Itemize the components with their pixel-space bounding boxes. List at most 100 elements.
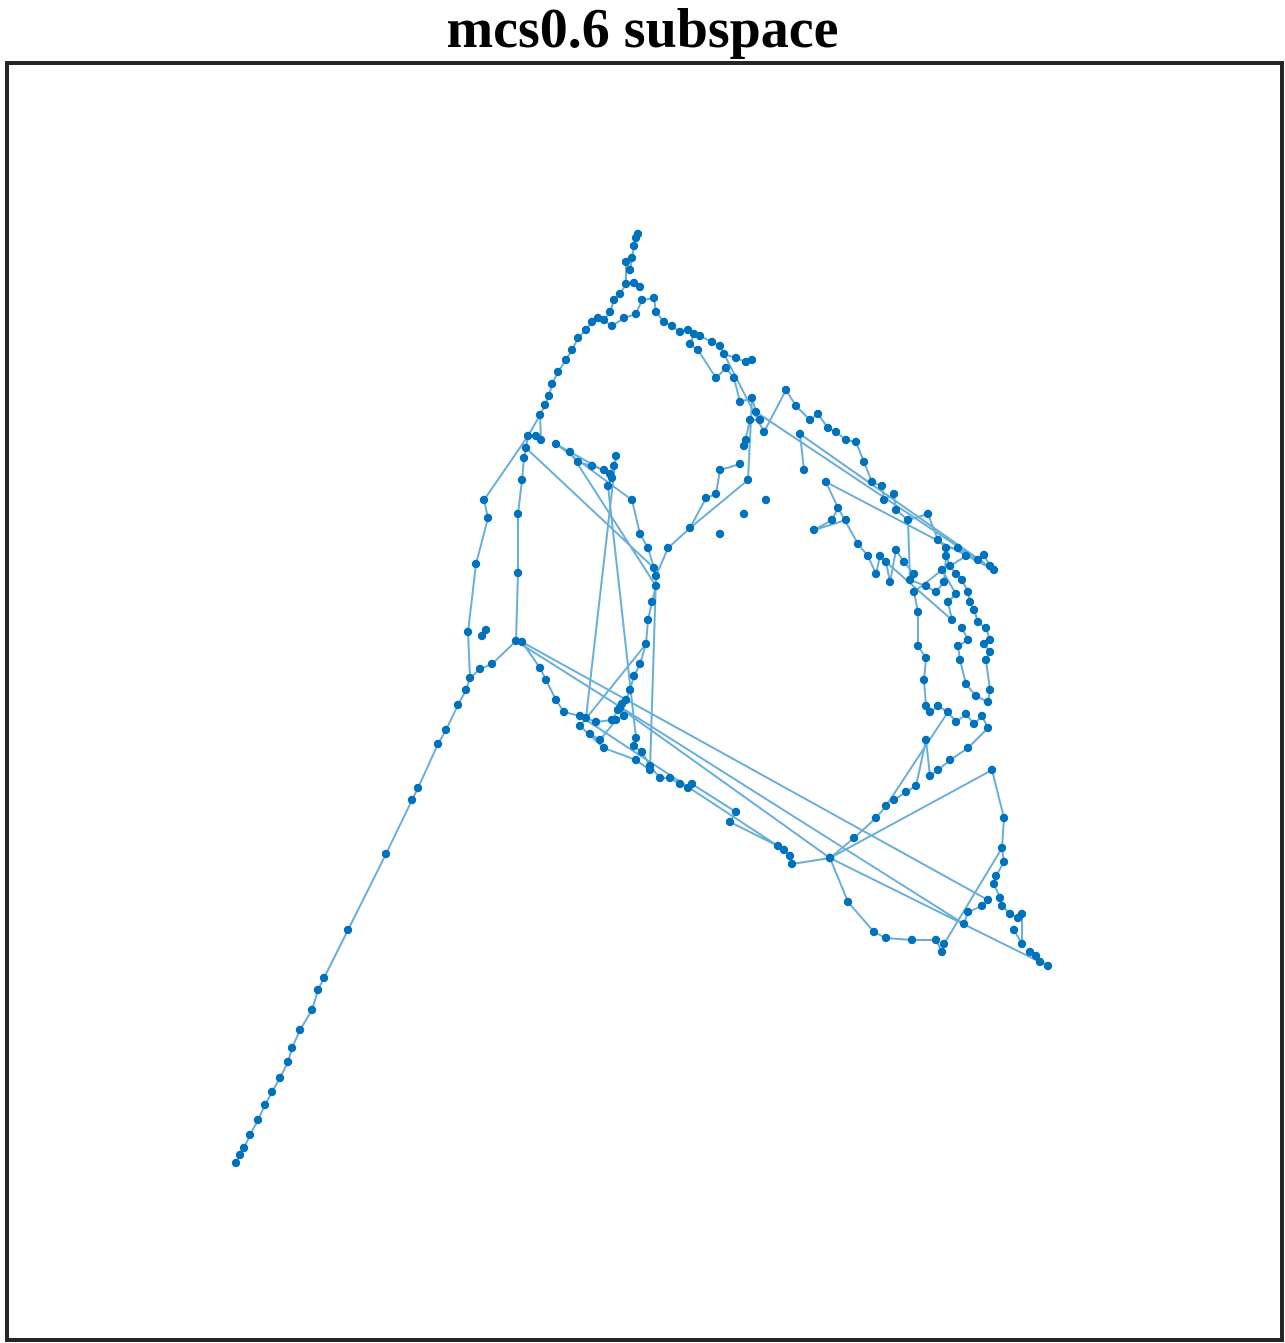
graph-edge xyxy=(603,747,637,761)
graph-node xyxy=(479,495,489,505)
graph-node xyxy=(637,295,647,305)
graph-node xyxy=(973,555,983,565)
graph-node xyxy=(619,313,629,323)
graph-edge xyxy=(691,783,737,813)
graph-nodes xyxy=(231,229,1053,1168)
graph-node xyxy=(663,543,673,553)
graph-node xyxy=(295,1025,305,1035)
graph-node xyxy=(239,1143,249,1153)
graph-node xyxy=(645,765,655,775)
graph-node xyxy=(599,315,609,325)
graph-node xyxy=(787,859,797,869)
graph-node xyxy=(997,843,1007,853)
graph-edge xyxy=(991,769,1005,819)
graph-node xyxy=(513,568,523,578)
graph-edge xyxy=(649,575,657,771)
graph-node xyxy=(891,545,901,555)
graph-edge xyxy=(521,641,989,901)
graph-node xyxy=(641,639,651,649)
graph-node xyxy=(553,367,563,377)
graph-node xyxy=(1005,909,1015,919)
graph-node xyxy=(655,773,665,783)
graph-node xyxy=(871,569,881,579)
graph-node xyxy=(513,509,523,519)
graph-node xyxy=(659,317,669,327)
graph-node xyxy=(667,321,677,331)
graph-node xyxy=(735,459,745,469)
graph-edge xyxy=(347,853,387,931)
graph-node xyxy=(461,685,471,695)
graph-node xyxy=(923,509,933,519)
graph-node xyxy=(843,897,853,907)
graph-edge xyxy=(967,727,989,749)
graph-node xyxy=(999,813,1009,823)
graph-edge xyxy=(791,857,831,865)
graph-node xyxy=(909,587,919,597)
graph-edge xyxy=(755,411,979,561)
graph-node xyxy=(675,779,685,789)
graph-node xyxy=(761,495,771,505)
graph-node xyxy=(381,849,391,859)
graph-edge xyxy=(1001,817,1005,849)
graph-node xyxy=(599,465,609,475)
graph-node xyxy=(947,615,957,625)
graph-node xyxy=(711,489,721,499)
graph-node xyxy=(905,575,915,585)
graph-node xyxy=(951,717,961,727)
graph-edge xyxy=(763,389,787,433)
graph-node xyxy=(881,801,891,811)
graph-node xyxy=(977,711,987,721)
graph-node xyxy=(877,481,887,491)
graph-node xyxy=(963,635,973,645)
graph-node xyxy=(945,561,955,571)
graph-node xyxy=(631,309,641,319)
graph-node xyxy=(625,265,635,275)
graph-node xyxy=(933,765,943,775)
graph-node xyxy=(685,339,695,349)
graph-node xyxy=(651,571,661,581)
graph-node xyxy=(863,551,873,561)
graph-node xyxy=(540,400,550,410)
graph-node xyxy=(1043,961,1053,971)
graph-node xyxy=(275,1073,285,1083)
graph-node xyxy=(785,851,795,861)
graph-node xyxy=(983,723,993,733)
graph-node xyxy=(487,659,497,669)
graph-node xyxy=(979,639,989,649)
graph-node xyxy=(609,295,619,305)
graph-node xyxy=(991,871,1001,881)
graph-node xyxy=(779,845,789,855)
graph-edge xyxy=(515,640,965,925)
graph-node xyxy=(961,551,971,561)
graph-node xyxy=(853,539,863,549)
graph-node xyxy=(891,505,901,515)
graph-node xyxy=(973,617,983,627)
graph-node xyxy=(683,325,693,335)
graph-edge xyxy=(385,799,413,855)
graph-node xyxy=(521,443,531,453)
graph-node xyxy=(809,525,819,535)
graph-node xyxy=(841,515,851,525)
graph-node xyxy=(1017,939,1027,949)
graph-edge xyxy=(417,743,439,789)
graph-node xyxy=(519,453,529,463)
graph-node xyxy=(633,229,643,239)
graph-node xyxy=(283,1057,293,1067)
graph-edge xyxy=(491,640,517,665)
graph-node xyxy=(999,857,1009,867)
graph-node xyxy=(551,439,561,449)
graph-node xyxy=(715,341,725,351)
graph-node xyxy=(983,895,993,905)
graph-node xyxy=(651,307,661,317)
graph-edge xyxy=(799,433,805,471)
graph-edge xyxy=(825,481,839,509)
graph-edge xyxy=(445,704,459,731)
graph-node xyxy=(985,647,995,657)
graph-edge xyxy=(619,707,831,859)
graph-node xyxy=(963,587,973,597)
graph-node xyxy=(611,715,621,725)
graph-node xyxy=(921,735,931,745)
graph-node xyxy=(799,465,809,475)
graph-node xyxy=(823,423,833,433)
graph-node xyxy=(937,947,947,957)
